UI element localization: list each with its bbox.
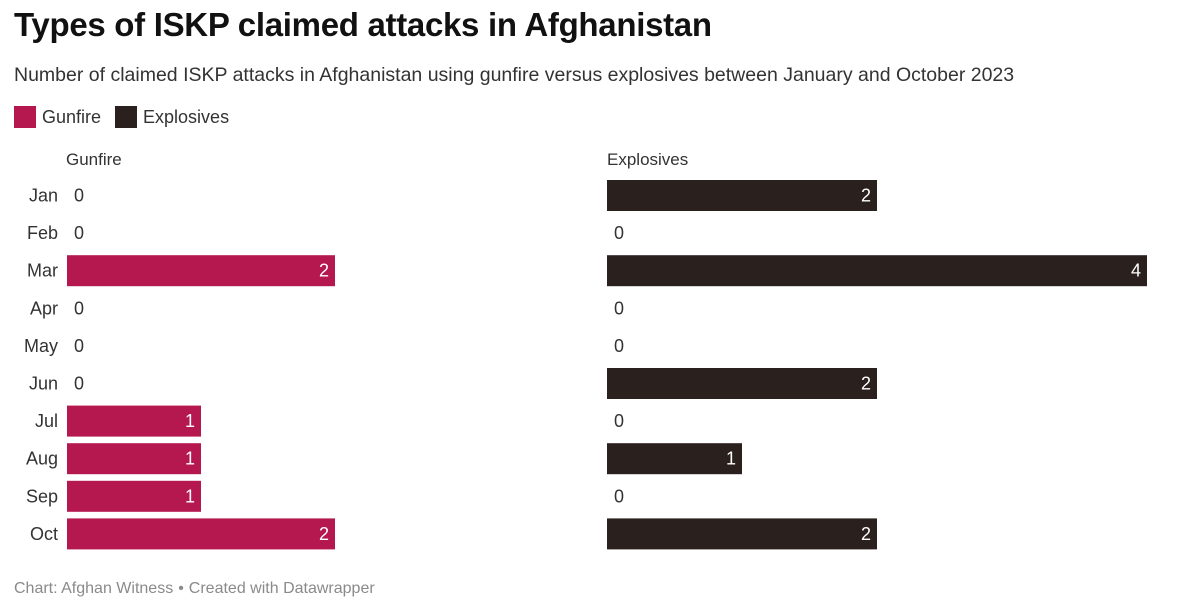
value-label-gunfire-may: 0 [74,336,84,356]
bar-explosives-jan [607,180,877,211]
category-label-apr: Apr [30,298,58,318]
category-label-sep: Sep [26,486,58,506]
value-label-explosives-jun: 2 [861,374,871,394]
bar-explosives-mar [607,255,1147,287]
footer-source: Chart: Afghan Witness [14,580,174,597]
value-label-explosives-jan: 2 [861,186,871,206]
bar-explosives-oct [607,518,877,550]
legend-swatch-explosives [115,106,138,128]
category-label-feb: Feb [27,223,58,243]
category-label-oct: Oct [30,524,58,544]
bar-gunfire-mar [67,255,335,287]
value-label-gunfire-jun: 0 [74,374,84,394]
category-label-mar: Mar [27,261,58,281]
bar-gunfire-aug [67,443,201,475]
value-label-gunfire-jul: 1 [185,411,195,431]
category-label-jul: Jul [35,411,58,431]
value-label-explosives-jul: 0 [614,411,624,431]
legend-item-gunfire: Gunfire [14,106,101,128]
value-label-explosives-mar: 4 [1131,261,1141,281]
value-label-explosives-may: 0 [614,336,624,356]
category-label-aug: Aug [26,449,58,469]
bar-gunfire-sep [67,480,201,512]
category-label-jan: Jan [29,186,58,206]
legend-label-gunfire: Gunfire [42,106,102,127]
value-label-explosives-sep: 0 [614,486,624,506]
value-label-gunfire-aug: 1 [185,449,195,469]
bar-explosives-aug [607,443,742,475]
value-label-gunfire-jan: 0 [74,186,84,206]
value-label-explosives-aug: 1 [726,449,736,469]
value-label-gunfire-mar: 2 [319,261,329,281]
value-label-gunfire-apr: 0 [74,298,84,318]
legend: Gunfire Explosives [14,106,229,128]
value-label-explosives-feb: 0 [614,223,624,243]
legend-item-explosives: Explosives [115,106,229,128]
value-label-explosives-apr: 0 [614,298,624,318]
value-label-gunfire-oct: 2 [319,524,329,544]
chart-title: Types of ISKP claimed attacks in Afghani… [14,6,712,43]
category-label-jun: Jun [29,374,58,394]
panel-title-gunfire: Gunfire [66,150,122,169]
footer-separator: • [178,580,184,597]
footer-credit: Created with Datawrapper [188,580,375,597]
bar-gunfire-jul [67,405,201,437]
chart-subtitle: Number of claimed ISKP attacks in Afghan… [14,64,1015,86]
value-label-explosives-oct: 2 [861,524,871,544]
legend-label-explosives: Explosives [143,106,230,127]
value-label-gunfire-feb: 0 [74,223,84,243]
bar-gunfire-oct [67,518,335,550]
category-label-may: May [24,336,58,356]
bar-explosives-jun [607,368,877,399]
panel-title-explosives: Explosives [607,150,689,169]
footer: Chart: Afghan Witness • Created with Dataw… [14,580,375,598]
value-label-gunfire-sep: 1 [185,486,195,506]
legend-swatch-gunfire [14,106,36,128]
